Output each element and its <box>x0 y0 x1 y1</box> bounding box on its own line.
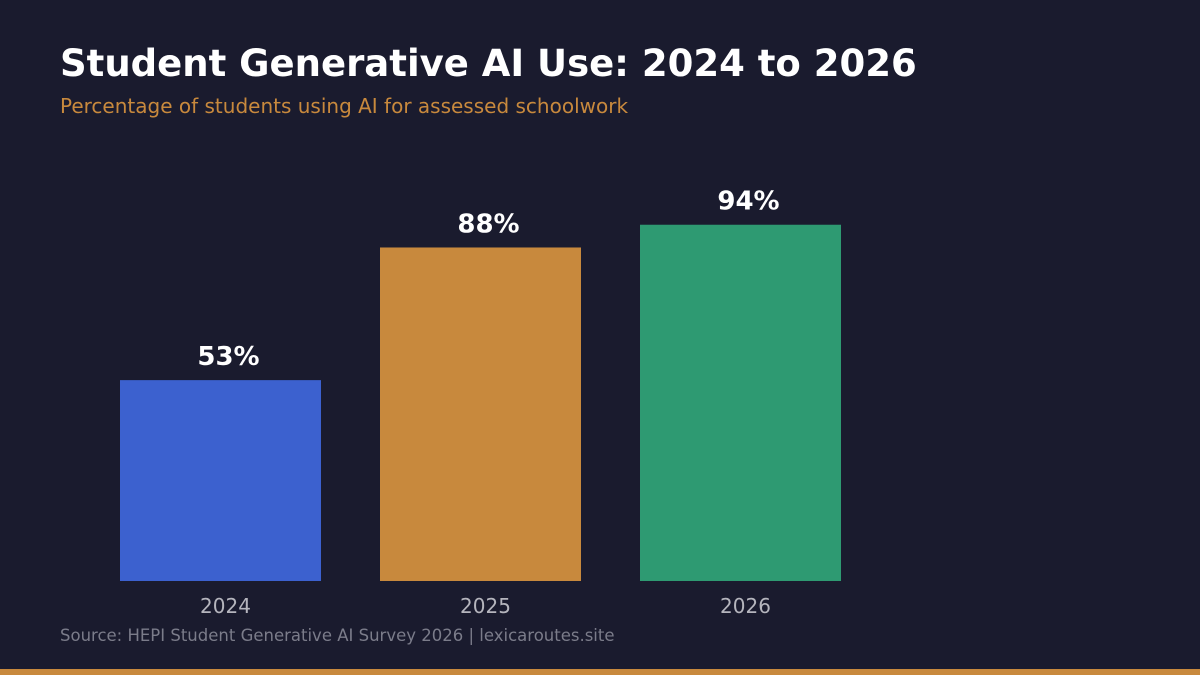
source-note: Source: HEPI Student Generative AI Surve… <box>60 626 615 645</box>
x-tick-label-2025: 2025 <box>460 594 511 618</box>
x-tick-label-2026: 2026 <box>720 594 771 618</box>
accent-bar <box>0 669 1200 675</box>
chart-subtitle: Percentage of students using AI for asse… <box>60 94 629 118</box>
bar-2024 <box>120 380 321 581</box>
value-label-2025: 88% <box>457 209 519 239</box>
value-label-2026: 94% <box>717 187 779 217</box>
value-label-2024: 53% <box>197 342 259 372</box>
x-tick-label-2024: 2024 <box>200 594 251 618</box>
bar-2025 <box>380 247 581 582</box>
chart-title: Student Generative AI Use: 2024 to 2026 <box>60 42 917 85</box>
bar-2026 <box>640 224 841 582</box>
